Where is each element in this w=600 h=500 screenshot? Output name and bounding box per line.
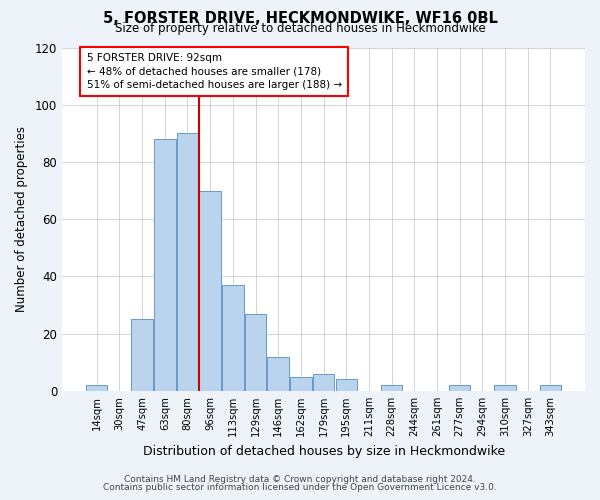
- Bar: [199, 190, 221, 391]
- Bar: [449, 385, 470, 391]
- Bar: [268, 356, 289, 391]
- Text: 5 FORSTER DRIVE: 92sqm
← 48% of detached houses are smaller (178)
51% of semi-de: 5 FORSTER DRIVE: 92sqm ← 48% of detached…: [86, 53, 341, 90]
- Text: 5, FORSTER DRIVE, HECKMONDWIKE, WF16 0BL: 5, FORSTER DRIVE, HECKMONDWIKE, WF16 0BL: [103, 11, 497, 26]
- Bar: [154, 139, 176, 391]
- Bar: [335, 380, 357, 391]
- Bar: [494, 385, 516, 391]
- Bar: [313, 374, 334, 391]
- Y-axis label: Number of detached properties: Number of detached properties: [15, 126, 28, 312]
- Bar: [222, 285, 244, 391]
- Text: Contains public sector information licensed under the Open Government Licence v3: Contains public sector information licen…: [103, 483, 497, 492]
- Bar: [245, 314, 266, 391]
- Text: Size of property relative to detached houses in Heckmondwike: Size of property relative to detached ho…: [115, 22, 485, 35]
- Text: Contains HM Land Registry data © Crown copyright and database right 2024.: Contains HM Land Registry data © Crown c…: [124, 475, 476, 484]
- Bar: [539, 385, 561, 391]
- Bar: [131, 320, 153, 391]
- X-axis label: Distribution of detached houses by size in Heckmondwike: Distribution of detached houses by size …: [143, 444, 505, 458]
- Bar: [290, 376, 311, 391]
- Bar: [86, 385, 107, 391]
- Bar: [381, 385, 403, 391]
- Bar: [176, 134, 198, 391]
